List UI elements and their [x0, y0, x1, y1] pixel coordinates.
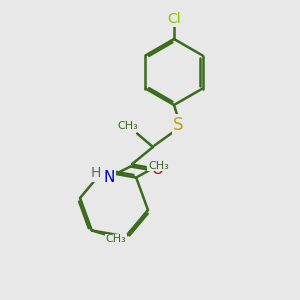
Text: H: H — [90, 167, 100, 180]
Text: CH₃: CH₃ — [105, 234, 126, 244]
Text: N: N — [103, 169, 115, 184]
Text: CH₃: CH₃ — [118, 121, 139, 131]
Text: S: S — [173, 116, 184, 134]
Text: O: O — [151, 162, 163, 177]
Text: Cl: Cl — [167, 12, 181, 26]
Text: CH₃: CH₃ — [148, 160, 169, 171]
